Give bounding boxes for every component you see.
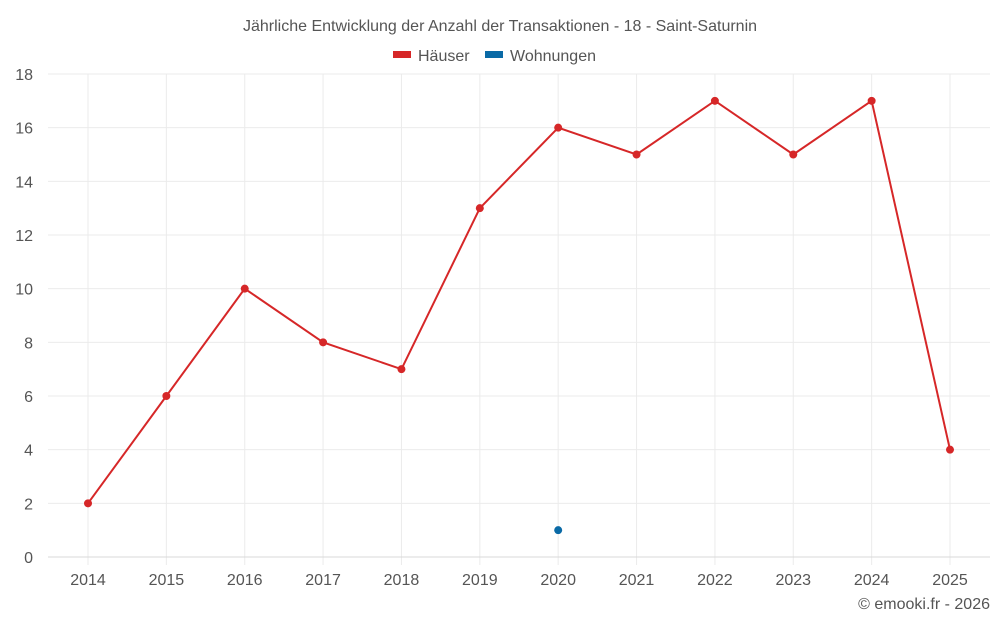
legend: Häuser Wohnungen [393, 48, 596, 65]
data-point[interactable] [475, 204, 484, 213]
y-tick-label: 18 [15, 67, 33, 84]
data-point[interactable] [397, 365, 406, 374]
data-point[interactable] [240, 284, 249, 293]
legend-swatch-wohnungen [485, 51, 503, 58]
y-tick-label: 8 [24, 335, 33, 352]
credit-text: © emooki.fr - 2026 [858, 596, 990, 613]
data-point[interactable] [319, 338, 328, 347]
x-tick-label: 2020 [540, 572, 576, 589]
x-tick-label: 2014 [70, 572, 106, 589]
y-tick-label: 14 [15, 174, 33, 191]
data-point[interactable] [710, 96, 719, 105]
x-tick-label: 2016 [227, 572, 263, 589]
legend-item-haeuser[interactable]: Häuser [393, 48, 470, 65]
y-tick-label: 16 [15, 121, 33, 138]
legend-label-wohnungen: Wohnungen [510, 48, 596, 65]
x-tick-label: 2022 [697, 572, 733, 589]
x-tick-label: 2023 [775, 572, 811, 589]
data-point[interactable] [632, 150, 641, 159]
y-tick-label: 10 [15, 282, 33, 299]
x-tick-label: 2018 [384, 572, 420, 589]
legend-item-wohnungen[interactable]: Wohnungen [485, 48, 596, 65]
x-tick-label: 2024 [854, 572, 890, 589]
y-tick-label: 4 [24, 443, 33, 460]
x-tick-label: 2025 [932, 572, 968, 589]
data-point[interactable] [946, 445, 954, 454]
data-point[interactable] [554, 123, 563, 132]
y-tick-label: 2 [24, 496, 33, 513]
data-point[interactable] [84, 499, 92, 508]
x-tick-label: 2017 [305, 572, 341, 589]
legend-label-haeuser: Häuser [418, 48, 470, 65]
y-tick-label: 0 [24, 550, 33, 567]
x-axis: 2014 2015 2016 2017 2018 2019 2020 2021 2022 2023… [70, 572, 968, 589]
series-layer [84, 96, 954, 535]
x-tick-label: 2015 [149, 572, 185, 589]
x-tick-label: 2019 [462, 572, 498, 589]
data-point[interactable] [867, 96, 876, 105]
legend-swatch-haeuser [393, 51, 411, 58]
data-point[interactable] [554, 526, 563, 535]
y-tick-label: 6 [24, 389, 33, 406]
series-line [87, 99, 951, 504]
data-point[interactable] [789, 150, 798, 159]
y-tick-label: 12 [15, 228, 33, 245]
data-point[interactable] [162, 392, 171, 400]
gridlines [48, 73, 990, 565]
y-axis: 0 2 4 6 8 10 12 14 16 18 [15, 67, 33, 567]
x-tick-label: 2021 [619, 572, 655, 589]
chart-title: Jährliche Entwicklung der Anzahl der Tra… [243, 18, 757, 35]
